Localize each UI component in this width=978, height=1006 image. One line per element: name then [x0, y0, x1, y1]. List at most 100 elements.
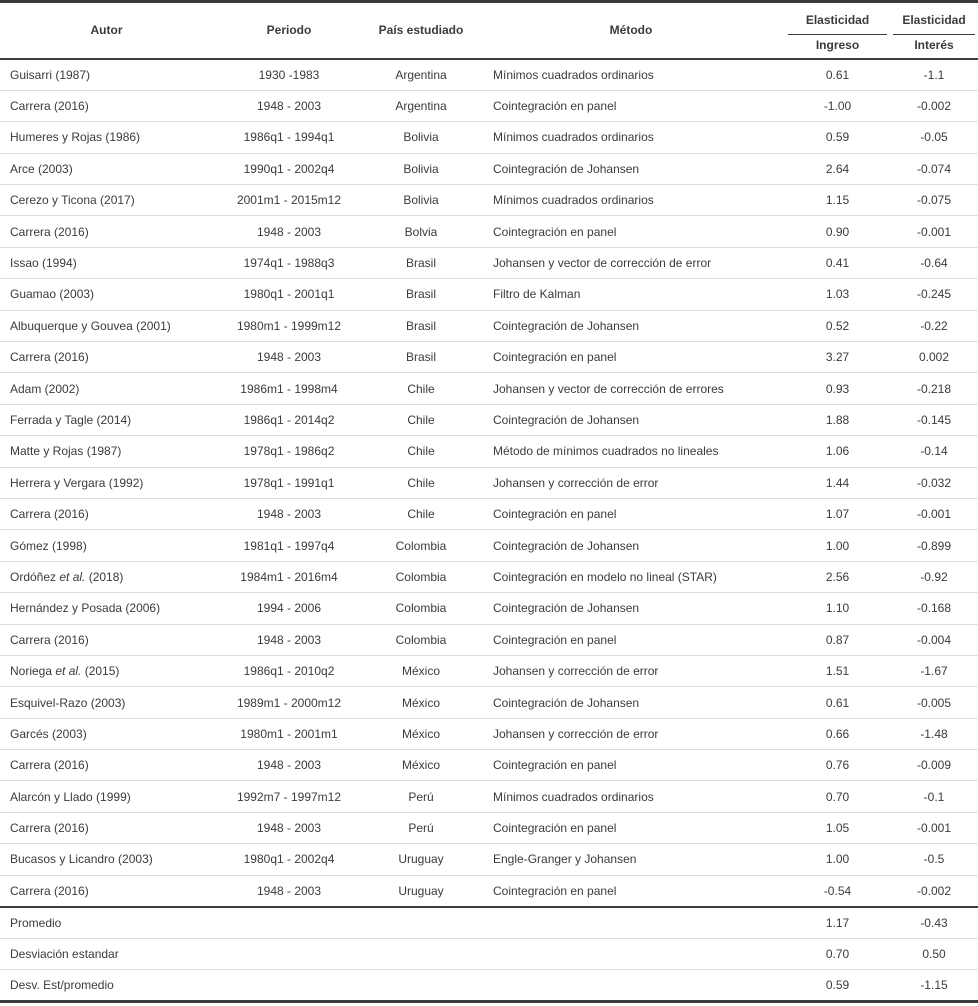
- table-row: Noriega et al. (2015) 1986q1 - 2010q2 Méxi…: [0, 655, 978, 688]
- elasticidad-interes-cell: -0.92: [890, 561, 978, 594]
- table-row: Carrera (2016) 1948 - 2003 Perú Cointegraci…: [0, 812, 978, 845]
- elasticidad-interes-cell: -0.001: [890, 812, 978, 845]
- column-header-autor: Autor: [90, 23, 123, 38]
- column-subheader-interes: Interés: [914, 38, 954, 52]
- elasticidad-ingreso-cell: 1.10: [785, 592, 890, 625]
- autor-cell: Noriega et al. (2015): [0, 655, 213, 688]
- autor-cell: Ordóñez et al. (2018): [0, 561, 213, 594]
- periodo-cell: 1948 - 2003: [213, 498, 365, 531]
- autor-cell: Humeres y Rojas (1986): [0, 121, 213, 154]
- pais-cell: México: [365, 749, 477, 782]
- autor-cell: Herrera y Vergara (1992): [0, 467, 213, 499]
- table-summary: Promedio 1.17 -0.43 Desviación estandar 0.70…: [0, 907, 978, 1003]
- column-header-metodo: Método: [609, 23, 653, 38]
- elasticidad-ingreso-cell: 1.51: [785, 655, 890, 688]
- metodo-cell: Mínimos cuadrados ordinarios: [477, 780, 785, 813]
- table-row: Carrera (2016) 1948 - 2003 Colombia Cointeg…: [0, 624, 978, 656]
- metodo-cell: Cointegración en panel: [477, 341, 785, 374]
- autor-cell: Carrera (2016): [0, 90, 213, 123]
- autor-cell: Matte y Rojas (1987): [0, 435, 213, 468]
- metodo-cell: Cointegración en modelo no lineal (STAR): [477, 561, 785, 594]
- elasticidad-interes-cell: -0.05: [890, 121, 978, 154]
- elasticidad-ingreso-cell: 2.56: [785, 561, 890, 594]
- pais-cell: Chile: [365, 404, 477, 437]
- autor-cell: Carrera (2016): [0, 749, 213, 782]
- elasticidad-label: Elasticidad: [893, 5, 975, 35]
- table-row: Ferrada y Tagle (2014) 1986q1 - 2014q2 Chi…: [0, 404, 978, 437]
- pais-cell: Bolivia: [365, 153, 477, 186]
- periodo-cell: 1992m7 - 1997m12: [213, 780, 365, 813]
- autor-cell: Bucasos y Licandro (2003): [0, 843, 213, 876]
- periodo-cell: 1989m1 - 2000m12: [213, 686, 365, 719]
- elasticidad-interes-cell: -0.5: [890, 843, 978, 876]
- summary-label: Desv. Est/promedio: [0, 969, 785, 1003]
- pais-cell: Bolivia: [365, 184, 477, 217]
- periodo-cell: 1948 - 2003: [213, 875, 365, 908]
- summary-interes-value: -0.43: [890, 907, 978, 940]
- pais-cell: Colombia: [365, 529, 477, 562]
- table-row: Herrera y Vergara (1992) 1978q1 - 1991q1 C…: [0, 467, 978, 499]
- metodo-cell: Johansen y vector de corrección de error: [477, 247, 785, 280]
- elasticidad-ingreso-cell: 2.64: [785, 153, 890, 186]
- periodo-cell: 1986q1 - 1994q1: [213, 121, 365, 154]
- autor-cell: Garcés (2003): [0, 718, 213, 751]
- elasticidad-ingreso-cell: 0.41: [785, 247, 890, 280]
- elasticidad-ingreso-cell: 1.00: [785, 843, 890, 876]
- table-row: Humeres y Rojas (1986) 1986q1 - 1994q1 Bol…: [0, 121, 978, 154]
- table-row: Matte y Rojas (1987) 1978q1 - 1986q2 Chile…: [0, 435, 978, 468]
- summary-ingreso-value: 1.17: [785, 907, 890, 940]
- elasticidad-ingreso-cell: 0.52: [785, 310, 890, 343]
- metodo-cell: Mínimos cuadrados ordinarios: [477, 58, 785, 91]
- metodo-cell: Mínimos cuadrados ordinarios: [477, 121, 785, 154]
- column-header-elasticidad-ingreso: Elasticidad: [785, 2, 890, 35]
- periodo-cell: 1948 - 2003: [213, 341, 365, 374]
- elasticidad-interes-cell: 0.002: [890, 341, 978, 374]
- table-row: Carrera (2016) 1948 - 2003 Brasil Cointegra…: [0, 341, 978, 374]
- elasticidad-interes-cell: -0.22: [890, 310, 978, 343]
- table-row: Carrera (2016) 1948 - 2003 Argentina Cointe…: [0, 90, 978, 123]
- periodo-cell: 1948 - 2003: [213, 215, 365, 248]
- elasticidad-ingreso-cell: 1.44: [785, 467, 890, 499]
- elasticidad-interes-cell: -0.002: [890, 875, 978, 908]
- elasticidad-interes-cell: -1.67: [890, 655, 978, 688]
- elasticidad-interes-cell: -0.1: [890, 780, 978, 813]
- periodo-cell: 1948 - 2003: [213, 749, 365, 782]
- autor-cell: Carrera (2016): [0, 875, 213, 908]
- metodo-cell: Cointegración en panel: [477, 749, 785, 782]
- elasticidad-label: Elasticidad: [788, 5, 887, 35]
- elasticidad-ingreso-cell: 0.76: [785, 749, 890, 782]
- periodo-cell: 1948 - 2003: [213, 90, 365, 123]
- elasticidad-ingreso-cell: -0.54: [785, 875, 890, 908]
- table-row: Ordóñez et al. (2018) 1984m1 - 2016m4 Colo…: [0, 561, 978, 594]
- elasticidad-ingreso-cell: 0.61: [785, 58, 890, 91]
- summary-row: Promedio 1.17 -0.43: [0, 907, 978, 940]
- periodo-cell: 1978q1 - 1986q2: [213, 435, 365, 468]
- periodo-cell: 2001m1 - 2015m12: [213, 184, 365, 217]
- elasticidad-interes-cell: -0.245: [890, 278, 978, 311]
- column-header-pais-estudiado: País estudiado: [378, 23, 464, 38]
- metodo-cell: Cointegración de Johansen: [477, 404, 785, 437]
- pais-cell: Colombia: [365, 592, 477, 625]
- elasticidad-ingreso-cell: 1.06: [785, 435, 890, 468]
- elasticidad-ingreso-cell: 0.66: [785, 718, 890, 751]
- table-row: Garcés (2003) 1980m1 - 2001m1 México Johans…: [0, 718, 978, 751]
- autor-cell: Carrera (2016): [0, 498, 213, 531]
- pais-cell: Argentina: [365, 58, 477, 91]
- summary-label: Desviación estandar: [0, 938, 785, 971]
- table-row: Carrera (2016) 1948 - 2003 México Cointegra…: [0, 749, 978, 782]
- pais-cell: México: [365, 655, 477, 688]
- elasticidad-ingreso-cell: 1.07: [785, 498, 890, 531]
- autor-cell: Carrera (2016): [0, 215, 213, 248]
- pais-cell: Colombia: [365, 624, 477, 656]
- periodo-cell: 1980m1 - 2001m1: [213, 718, 365, 751]
- pais-cell: Argentina: [365, 90, 477, 123]
- periodo-cell: 1974q1 - 1988q3: [213, 247, 365, 280]
- elasticidad-interes-cell: -0.001: [890, 498, 978, 531]
- elasticidad-ingreso-cell: 1.00: [785, 529, 890, 562]
- pais-cell: Chile: [365, 498, 477, 531]
- metodo-cell: Cointegración en panel: [477, 812, 785, 845]
- autor-cell: Carrera (2016): [0, 624, 213, 656]
- table-row: Arce (2003) 1990q1 - 2002q4 Bolivia Cointeg…: [0, 153, 978, 186]
- elasticidad-interes-cell: -1.48: [890, 718, 978, 751]
